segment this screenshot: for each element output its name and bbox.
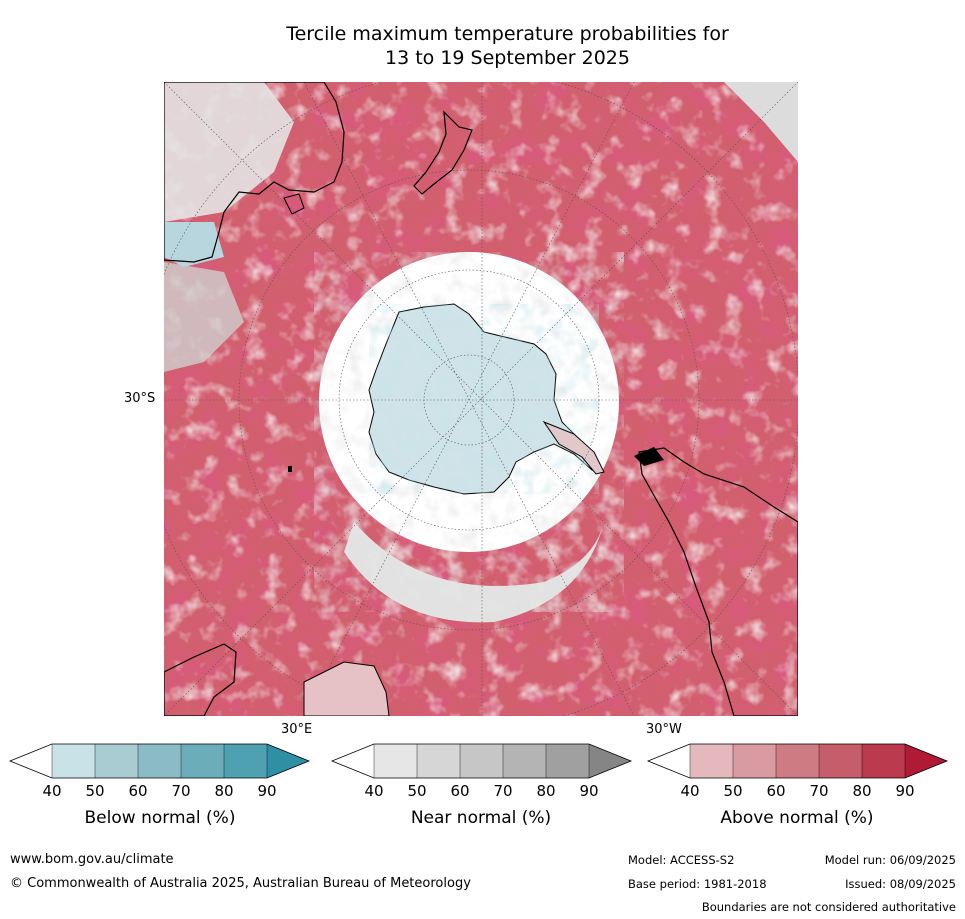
colorbar-near-segment <box>417 744 460 778</box>
colorbar-above-tick: 90 <box>895 782 915 800</box>
below-normal-title: Below normal (%) <box>84 808 236 828</box>
colorbar-above-under <box>648 744 690 778</box>
colorbar-near-over <box>589 744 631 778</box>
colorbar-above-segment <box>819 744 862 778</box>
map-title: Tercile maximum temperature probabilitie… <box>160 22 855 70</box>
title-line-2: 13 to 19 September 2025 <box>385 47 630 69</box>
footer-disclaimer: Boundaries are not considered authoritat… <box>701 900 956 914</box>
title-line-1: Tercile maximum temperature probabilitie… <box>286 23 729 45</box>
colorbar-above-tick: 70 <box>809 782 829 800</box>
colorbar-above-svg <box>646 743 949 779</box>
above-normal-title: Above normal (%) <box>720 808 874 828</box>
footer-model: Model: ACCESS-S2 <box>628 853 735 867</box>
colorbar-near-segment <box>503 744 546 778</box>
colorbar-below-segment <box>52 744 95 778</box>
colorbar-below-tick: 70 <box>171 782 191 800</box>
colorbar-above-segment <box>862 744 905 778</box>
colorbar-near-tick: 60 <box>450 782 470 800</box>
colorbar-below-tick: 90 <box>257 782 277 800</box>
grey-band-west <box>164 262 244 372</box>
footer-model-run: Model run: 06/09/2025 <box>824 853 956 867</box>
colorbar-near-segment <box>460 744 503 778</box>
colorbar-near-tick: 70 <box>493 782 513 800</box>
colorbar-above-tick: 60 <box>766 782 786 800</box>
south-america <box>638 447 798 716</box>
colorbar-near-under <box>332 744 374 778</box>
colorbar-below-segment <box>224 744 267 778</box>
near-normal-region-ne <box>724 82 798 162</box>
lat-label-30s: 30°S <box>124 391 156 406</box>
tasmania <box>283 193 305 215</box>
colorbar-below-segment <box>138 744 181 778</box>
below-normal-patch-west <box>164 222 224 267</box>
madagascar-region <box>303 661 390 716</box>
colorbar-above-normal <box>646 743 949 779</box>
footer-url[interactable]: www.bom.gov.au/climate <box>10 852 174 867</box>
near-normal-region-nw <box>164 82 294 222</box>
colorbar-below-normal <box>8 743 311 779</box>
polar-map <box>164 82 798 716</box>
graticule <box>164 82 798 716</box>
lon-label-30w: 30°W <box>646 722 682 737</box>
colorbar-above-over <box>905 744 947 778</box>
colorbar-above-tick: 40 <box>680 782 700 800</box>
map-svg <box>164 82 798 716</box>
southern-africa <box>164 643 237 716</box>
colorbar-above-tick: 80 <box>852 782 872 800</box>
footer-issued: Issued: 08/09/2025 <box>845 877 956 891</box>
antarctic-peninsula <box>542 420 605 475</box>
colorbar-above-tick: 50 <box>723 782 743 800</box>
tierra-del-fuego <box>634 447 664 466</box>
footer-base-period: Base period: 1981-2018 <box>628 877 767 891</box>
colorbar-near-tick: 80 <box>536 782 556 800</box>
colorbar-below-tick: 40 <box>42 782 62 800</box>
colorbar-above-segment <box>690 744 733 778</box>
lon-label-30e: 30°E <box>281 722 313 737</box>
colorbar-below-segment <box>95 744 138 778</box>
colorbar-above-segment <box>733 744 776 778</box>
colorbar-near-segment <box>546 744 589 778</box>
new-zealand <box>413 110 473 195</box>
colorbar-near-segment <box>374 744 417 778</box>
near-normal-title: Near normal (%) <box>410 808 552 828</box>
antarctica-texture <box>369 304 599 494</box>
colorbar-below-under <box>10 744 52 778</box>
australia <box>164 82 345 263</box>
colorbar-below-svg <box>8 743 311 779</box>
colorbar-near-tick: 90 <box>579 782 599 800</box>
colorbar-near-normal <box>330 743 633 779</box>
colorbar-below-tick: 60 <box>128 782 148 800</box>
footer-copyright: © Commonwealth of Australia 2025, Austra… <box>10 876 471 891</box>
colorbar-below-segment <box>181 744 224 778</box>
colorbar-near-tick: 40 <box>364 782 384 800</box>
kerguelen-island <box>288 466 292 472</box>
colorbar-below-tick: 80 <box>214 782 234 800</box>
colorbar-above-segment <box>776 744 819 778</box>
colorbar-below-tick: 50 <box>85 782 105 800</box>
colorbar-below-over <box>267 744 309 778</box>
colorbar-near-svg <box>330 743 633 779</box>
colorbar-near-tick: 50 <box>407 782 427 800</box>
